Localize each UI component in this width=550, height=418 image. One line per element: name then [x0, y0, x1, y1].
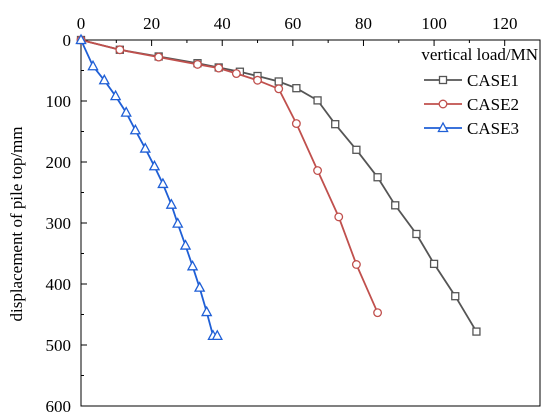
data-point-case2: [373, 308, 383, 318]
data-point-case2: [291, 119, 301, 129]
legend: CASE1 CASE2 CASE3: [424, 71, 519, 138]
data-point-case1: [331, 120, 340, 129]
data-point-case2: [154, 52, 164, 62]
data-point-case1: [472, 327, 481, 336]
legend-label-case3: CASE3: [467, 119, 519, 138]
y-tick-label: 500: [46, 336, 72, 355]
data-point-case3: [157, 177, 169, 189]
legend-marker-case2: [438, 99, 448, 109]
data-point-case1: [292, 84, 301, 93]
data-point-case3: [179, 239, 192, 250]
y-axis-title: displacement of pile top/mm: [7, 127, 26, 322]
data-point-case2: [115, 45, 125, 55]
data-point-case1: [352, 145, 361, 154]
axis-ticks: 0 20 40 60 80 100 120 0 100 200 300 400 500 600: [46, 14, 518, 416]
data-point-case2: [214, 63, 224, 73]
legend-marker-case3: [437, 121, 449, 133]
data-point-case3: [172, 217, 184, 228]
data-point-case2: [351, 260, 361, 269]
data-point-case2: [253, 75, 262, 85]
data-point-case3: [129, 123, 142, 135]
data-point-case3: [193, 281, 206, 292]
y-tick-label: 400: [46, 275, 72, 294]
data-point-case1: [412, 229, 421, 239]
data-point-case1: [313, 96, 322, 105]
series-line-case1: [80, 39, 478, 333]
data-point-case2: [334, 212, 344, 222]
data-point-case1: [391, 201, 400, 210]
data-point-case3: [98, 73, 110, 85]
y-tick-label: 0: [63, 31, 72, 50]
x-tick-label: 60: [284, 14, 301, 33]
data-point-case1: [373, 173, 382, 182]
data-point-case2: [193, 59, 202, 69]
x-tick-label: 80: [355, 14, 372, 33]
series-line-case2: [80, 39, 379, 314]
data-point-case3: [148, 159, 161, 171]
data-point-case3: [120, 106, 132, 117]
data-point-case2: [231, 69, 241, 78]
data-point-case2: [274, 84, 284, 94]
legend-label-case1: CASE1: [467, 71, 519, 90]
y-tick-label: 300: [46, 214, 72, 233]
legend-marker-case1: [438, 75, 448, 85]
data-point-case3: [87, 59, 99, 71]
x-tick-label: 120: [492, 14, 518, 33]
y-tick-label: 600: [46, 397, 72, 416]
x-tick-label: 0: [77, 14, 86, 33]
x-axis-title: vertical load/MN: [421, 45, 538, 64]
data-point-case2: [313, 166, 323, 175]
data-point-case1: [451, 292, 460, 301]
series-group: [75, 33, 481, 341]
y-tick-label: 100: [46, 92, 72, 111]
y-tick-label: 200: [46, 153, 72, 172]
x-tick-label: 20: [143, 14, 160, 33]
data-point-case3: [186, 259, 199, 271]
x-tick-label: 100: [421, 14, 447, 33]
data-point-case1: [274, 77, 283, 86]
data-point-case3: [165, 198, 178, 209]
data-point-case3: [201, 305, 213, 317]
legend-label-case2: CASE2: [467, 95, 519, 114]
data-point-case3: [75, 33, 87, 45]
data-point-case1: [429, 259, 439, 269]
data-point-case3: [211, 329, 223, 341]
data-point-case3: [139, 142, 151, 153]
data-point-case3: [109, 89, 122, 101]
x-tick-label: 40: [214, 14, 231, 33]
